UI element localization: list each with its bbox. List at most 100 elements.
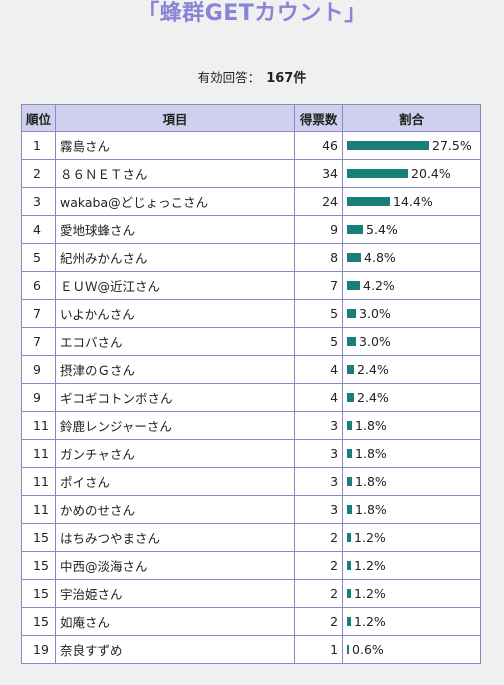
ratio-cell: 1.8%	[342, 411, 481, 440]
page-title: 「蜂群GETカウント」	[137, 1, 367, 26]
ratio-bar	[347, 253, 362, 262]
ratio-percent-text: 14.4%	[393, 194, 433, 209]
ratio-bar	[347, 589, 352, 598]
votes-cell: 34	[294, 159, 344, 188]
ratio-percent-text: 1.2%	[354, 614, 386, 629]
item-cell: wakaba@どじょっこさん	[54, 187, 296, 216]
ratio-percent-text: 4.2%	[363, 278, 395, 293]
ratio-percent-text: 0.6%	[352, 642, 384, 657]
votes-cell: 5	[294, 327, 344, 356]
header-rank: 順位	[21, 104, 56, 132]
votes-cell: 2	[294, 607, 344, 636]
votes-cell: 24	[294, 187, 344, 216]
item-cell: 紀州みかんさん	[54, 243, 296, 272]
ratio-cell: 4.8%	[342, 243, 481, 272]
valid-responses-count: 167件	[266, 71, 307, 86]
rank-cell: 7	[21, 299, 56, 328]
ratio-bar-wrap: 1.2%	[347, 530, 480, 545]
ratio-bar	[347, 617, 352, 626]
table-row: 15 宇治姫さん 2 1.2%	[21, 579, 481, 608]
item-cell: 宇治姫さん	[54, 579, 296, 608]
ratio-cell: 2.4%	[342, 383, 481, 412]
table-row: 15 はちみつやまさん 2 1.2%	[21, 523, 481, 552]
item-cell: はちみつやまさん	[54, 523, 296, 552]
ratio-cell: 0.6%	[342, 635, 481, 664]
ratio-bar	[347, 505, 353, 514]
votes-cell: 3	[294, 467, 344, 496]
ratio-bar-wrap: 1.2%	[347, 558, 480, 573]
table-row: 9 ギコギコトンボさん 4 2.4%	[21, 383, 481, 412]
ratio-bar-wrap: 1.8%	[347, 446, 480, 461]
ratio-bar-wrap: 1.8%	[347, 418, 480, 433]
item-cell: ガンチャさん	[54, 439, 296, 468]
rank-cell: 9	[21, 355, 56, 384]
ratio-percent-text: 27.5%	[432, 138, 472, 153]
ratio-bar	[347, 533, 352, 542]
item-cell: ８６ＮＥＴさん	[54, 159, 296, 188]
ratio-bar-wrap: 1.2%	[347, 586, 480, 601]
table-row: 1 霧島さん 46 27.5%	[21, 131, 481, 160]
rank-cell: 6	[21, 271, 56, 300]
table-header-row: 順位 項目 得票数 割合	[21, 104, 481, 132]
ratio-bar	[347, 365, 355, 374]
table-row: 6 ＥＵＷ@近江さん 7 4.2%	[21, 271, 481, 300]
ratio-percent-text: 1.8%	[355, 418, 387, 433]
rank-cell: 4	[21, 215, 56, 244]
item-cell: ＥＵＷ@近江さん	[54, 271, 296, 300]
header-votes: 得票数	[294, 104, 344, 132]
item-cell: ポイさん	[54, 467, 296, 496]
rank-cell: 15	[21, 607, 56, 636]
ratio-cell: 3.0%	[342, 299, 481, 328]
rank-cell: 3	[21, 187, 56, 216]
table-row: 11 鈴鹿レンジャーさん 3 1.8%	[21, 411, 481, 440]
ratio-bar	[347, 393, 355, 402]
table-row: 11 かめのせさん 3 1.8%	[21, 495, 481, 524]
votes-cell: 1	[294, 635, 344, 664]
rank-cell: 5	[21, 243, 56, 272]
ratio-percent-text: 1.2%	[354, 586, 386, 601]
ratio-bar	[347, 449, 353, 458]
item-cell: 奈良すずめ	[54, 635, 296, 664]
valid-responses-label: 有効回答：	[197, 70, 261, 85]
votes-cell: 2	[294, 579, 344, 608]
ratio-cell: 20.4%	[342, 159, 481, 188]
ratio-bar-wrap: 1.2%	[347, 614, 480, 629]
ratio-percent-text: 1.8%	[355, 502, 387, 517]
ratio-percent-text: 3.0%	[359, 334, 391, 349]
ratio-bar	[347, 281, 361, 290]
ratio-bar-wrap: 3.0%	[347, 306, 480, 321]
rank-cell: 19	[21, 635, 56, 664]
ratio-bar	[347, 477, 353, 486]
item-cell: かめのせさん	[54, 495, 296, 524]
ratio-cell: 14.4%	[342, 187, 481, 216]
rank-cell: 15	[21, 523, 56, 552]
table-row: 11 ポイさん 3 1.8%	[21, 467, 481, 496]
ratio-bar-wrap: 27.5%	[347, 138, 480, 153]
votes-cell: 3	[294, 411, 344, 440]
item-cell: 愛地球蜂さん	[54, 215, 296, 244]
ratio-percent-text: 1.2%	[354, 558, 386, 573]
ratio-bar-wrap: 14.4%	[347, 194, 480, 209]
votes-cell: 2	[294, 523, 344, 552]
ratio-cell: 1.2%	[342, 607, 481, 636]
rank-cell: 9	[21, 383, 56, 412]
header-item: 項目	[54, 104, 296, 132]
results-body: 1 霧島さん 46 27.5% 2 ８６ＮＥＴさん 34 20.4% 3 wakaba@どじょっこ…	[21, 131, 481, 664]
item-cell: ギコギコトンボさん	[54, 383, 296, 412]
item-cell: 中西@淡海さん	[54, 551, 296, 580]
ratio-bar	[347, 337, 357, 346]
ratio-cell: 1.8%	[342, 439, 481, 468]
ratio-cell: 3.0%	[342, 327, 481, 356]
votes-cell: 4	[294, 355, 344, 384]
ratio-percent-text: 1.8%	[355, 446, 387, 461]
response-summary: 有効回答： 167件	[0, 70, 504, 87]
ratio-percent-text: 5.4%	[366, 222, 398, 237]
votes-cell: 3	[294, 495, 344, 524]
ratio-percent-text: 4.8%	[364, 250, 396, 265]
ratio-bar-wrap: 0.6%	[347, 642, 480, 657]
results-table: 順位 項目 得票数 割合 1 霧島さん 46 27.5% 2 ８６ＮＥＴさん 34 20.4%…	[21, 104, 481, 664]
rank-cell: 15	[21, 579, 56, 608]
rank-cell: 11	[21, 439, 56, 468]
ratio-bar-wrap: 1.8%	[347, 474, 480, 489]
table-row: 2 ８６ＮＥＴさん 34 20.4%	[21, 159, 481, 188]
